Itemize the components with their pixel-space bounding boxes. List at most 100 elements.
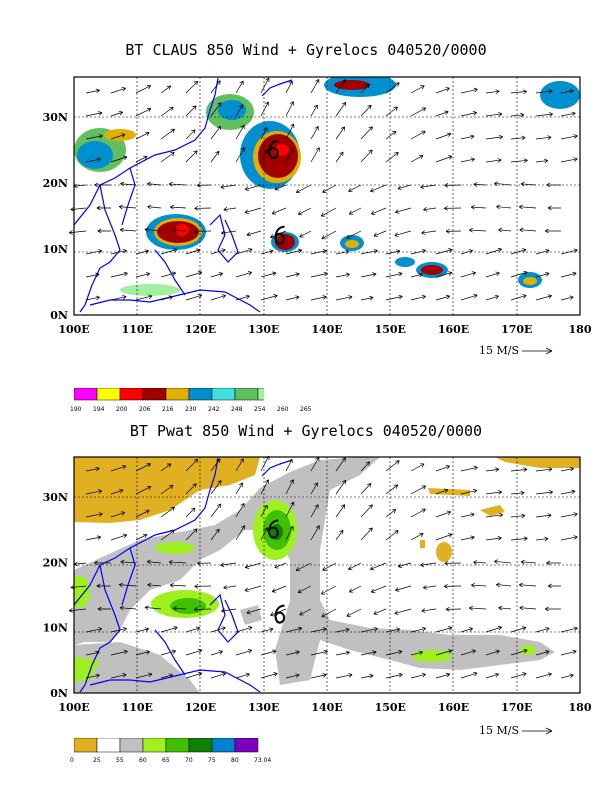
wind-vector bbox=[335, 504, 346, 518]
wind-vector bbox=[510, 294, 527, 301]
wind-vector bbox=[223, 207, 237, 212]
colorbar-level-label: 190 bbox=[70, 406, 82, 413]
storm-symbol bbox=[274, 225, 286, 245]
wind-vector bbox=[260, 127, 268, 140]
wind-vector bbox=[235, 672, 250, 679]
wind-vector bbox=[346, 608, 362, 617]
storm-symbol bbox=[268, 519, 279, 539]
wind-vector bbox=[185, 458, 199, 472]
wind-vector bbox=[173, 228, 187, 233]
wind-vector bbox=[360, 673, 374, 679]
colorbar-swatch bbox=[119, 738, 144, 753]
wind-vector bbox=[120, 181, 137, 187]
colorbar-swatch bbox=[188, 738, 213, 753]
wind-vector bbox=[485, 111, 503, 117]
wind-vector bbox=[110, 248, 127, 255]
wind-vector bbox=[285, 80, 293, 94]
lon-tick-label: 160E bbox=[438, 701, 469, 714]
wind-vector bbox=[547, 583, 562, 589]
lon-tick-label: 130E bbox=[248, 323, 279, 336]
wind-vector bbox=[485, 247, 503, 255]
wind-vector bbox=[160, 128, 176, 140]
wind-vector bbox=[546, 182, 562, 188]
wind-vector bbox=[220, 184, 237, 190]
wind-vector bbox=[394, 608, 412, 615]
wind-vector bbox=[285, 248, 303, 255]
wind-vector bbox=[235, 525, 246, 541]
wind-vector bbox=[560, 649, 577, 656]
wind-vector bbox=[535, 513, 552, 518]
wind-vector bbox=[460, 649, 476, 656]
wind-vector bbox=[498, 605, 512, 611]
bottom-storm-markers bbox=[268, 519, 286, 624]
wind-vector bbox=[210, 650, 223, 656]
wind-vector bbox=[385, 152, 399, 163]
wind-vector bbox=[68, 608, 87, 613]
wind-vector bbox=[310, 271, 328, 278]
wind-vector bbox=[96, 205, 112, 211]
wind-vector bbox=[285, 525, 294, 541]
wind-vector bbox=[210, 528, 220, 541]
wind-vector bbox=[435, 110, 449, 117]
colorbar-level-label: 25 bbox=[93, 757, 101, 764]
wind-vector bbox=[460, 671, 478, 679]
wind-vector bbox=[546, 560, 562, 566]
bottom-lat-ticks: 0N 10N 20N 30N bbox=[43, 491, 68, 700]
wind-vector bbox=[397, 562, 412, 568]
wind-vector bbox=[135, 463, 152, 472]
wind-vector bbox=[110, 649, 128, 656]
colorbar-level-label: 75 bbox=[208, 757, 216, 764]
wind-vector bbox=[335, 272, 350, 278]
wind-vector bbox=[271, 585, 287, 593]
wind-vector bbox=[468, 227, 487, 233]
wind-vector bbox=[535, 89, 553, 94]
wind-vector bbox=[460, 134, 475, 140]
wind-vector bbox=[410, 107, 427, 117]
wind-vector bbox=[160, 85, 172, 94]
wind-vector bbox=[385, 649, 403, 656]
wind-vector bbox=[410, 130, 426, 140]
top-lon-ticks: 100E 110E 120E 130E 140E 150E 160E 170E 180 bbox=[58, 323, 592, 336]
colorbar-level-label: 73.04 bbox=[254, 757, 272, 764]
top-lat-ticks: 0N 10N 20N 30N bbox=[43, 111, 68, 322]
wind-vector bbox=[110, 464, 127, 472]
wind-vector bbox=[210, 626, 226, 633]
wind-vector bbox=[310, 295, 327, 301]
wind-vector bbox=[385, 82, 400, 94]
wind-vector bbox=[196, 182, 212, 188]
wind-vector bbox=[285, 101, 294, 117]
wind-vector bbox=[260, 271, 277, 278]
wind-vector bbox=[85, 489, 103, 495]
wind-vector bbox=[285, 272, 300, 278]
wind-vector bbox=[185, 270, 203, 278]
wind-vector bbox=[135, 272, 151, 278]
wind-vector bbox=[385, 294, 403, 301]
colorbar-level-label: 65 bbox=[162, 757, 170, 764]
bottom-gridlines bbox=[74, 457, 580, 693]
wind-vector bbox=[135, 627, 150, 633]
wind-vector bbox=[160, 152, 175, 163]
wind-vector bbox=[110, 673, 127, 679]
wind-vector bbox=[485, 536, 502, 541]
wind-vector bbox=[410, 532, 424, 541]
colorbar-swatch bbox=[74, 738, 98, 753]
wind-vector bbox=[560, 157, 578, 163]
bottom-frame bbox=[73, 456, 581, 694]
lat-tick-label: 30N bbox=[43, 491, 68, 504]
colorbar-level-label: 0 bbox=[70, 757, 74, 764]
wind-vector bbox=[147, 181, 162, 187]
wind-vector bbox=[320, 207, 337, 217]
wind-vector bbox=[185, 671, 203, 679]
wind-vector bbox=[510, 672, 527, 679]
wind-vector bbox=[210, 125, 222, 140]
wind-vector bbox=[271, 207, 287, 215]
wind-vector bbox=[110, 110, 124, 117]
wind-vector bbox=[160, 626, 178, 633]
wind-vector bbox=[135, 107, 152, 117]
wind-vector bbox=[473, 182, 487, 187]
wind-vector bbox=[496, 582, 512, 588]
wind-vector bbox=[510, 270, 528, 278]
wind-vector bbox=[485, 490, 503, 495]
wind-vector bbox=[160, 463, 172, 472]
wind-vector bbox=[285, 479, 294, 495]
